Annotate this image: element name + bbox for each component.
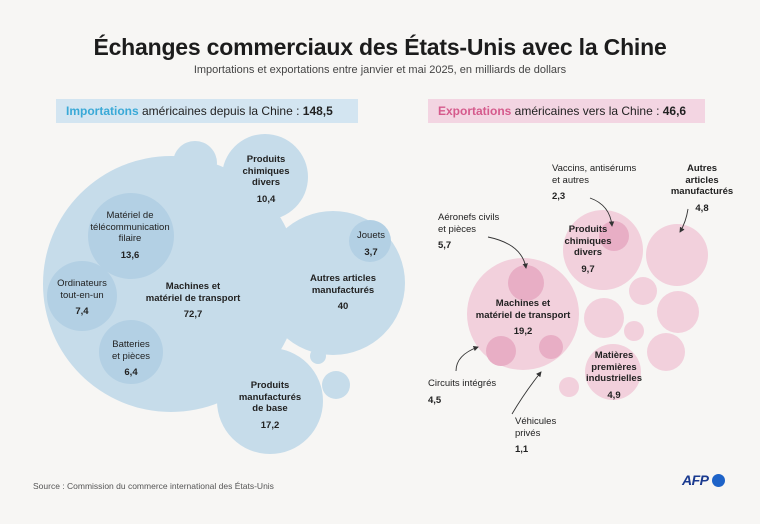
bubble-exp-small-6 (624, 321, 644, 341)
exports-header: Exportations américaines vers la Chine :… (428, 99, 705, 123)
exports-keyword: Exportations (438, 104, 512, 118)
label-imp-toys: Jouets 3,7 (357, 230, 385, 258)
bubble-imp-small-3 (211, 188, 223, 200)
bubble-exp-vacc (599, 221, 629, 251)
bubble-imp-small-2 (249, 226, 271, 248)
afp-logo-dot (712, 474, 725, 487)
bubble-imp-small-6 (310, 348, 326, 364)
bubble-exp-small-1 (584, 298, 624, 338)
chart-title: Échanges commerciaux des États-Unis avec… (93, 34, 667, 60)
bubble-imp-batteries (99, 320, 163, 384)
bubble-exp-aeronefs (508, 265, 544, 301)
bubble-exp-small-4 (629, 277, 657, 305)
bubble-imp-small-4 (322, 371, 350, 399)
bubble-exp-raw (585, 344, 641, 400)
label-imp-machines: Machines et matériel de transport 72,7 (145, 281, 241, 320)
label-imp-other: Autres articles manufacturés 40 (309, 273, 377, 312)
bubble-exp-other (646, 224, 708, 286)
label-exp-chemicals: Produits chimiques divers 9,7 (564, 224, 612, 275)
chart-subtitle: Importations et exportations entre janvi… (193, 64, 567, 76)
imports-header-text: américaines depuis la Chine : (138, 104, 303, 118)
bubble-imp-telecom (88, 193, 174, 279)
label-exp-vaccins: Vaccins, antisérums et autres 2,3 (552, 163, 637, 202)
exports-total: 46,6 (662, 104, 687, 118)
label-imp-basic: Produits manufacturés de base 17,2 (238, 380, 302, 431)
bubble-imp-small-1 (173, 141, 217, 185)
bubble-exp-vehicules (539, 335, 563, 359)
bubble-exp-small-5 (559, 377, 579, 397)
label-exp-machines: Machines et matériel de transport 19,2 (475, 298, 571, 337)
imports-total: 148,5 (302, 104, 333, 118)
label-exp-aeronefs: Aéronefs civils et pièces 5,7 (438, 212, 500, 251)
bubble-imp-basic (217, 348, 323, 454)
label-imp-computers: Ordinateurs tout-en-un 7,4 (57, 278, 107, 317)
source-note: Source : Commission du commerce internat… (33, 481, 274, 491)
label-imp-telecom: Matériel de télécommunication filaire 13,6 (90, 210, 170, 261)
label-exp-raw: Matières premières industrielles 4,9 (586, 350, 642, 401)
arrow-autres (679, 208, 689, 233)
bubble-exp-small-3 (647, 333, 685, 371)
afp-logo: AFP (682, 472, 709, 488)
bubble-imp-chemicals (222, 134, 308, 220)
label-exp-other: Autres articles manufacturés 4,8 (670, 163, 734, 214)
arrow-aeronefs (487, 236, 528, 269)
bubble-imp-toys (349, 220, 391, 262)
arrow-vaccins (589, 197, 615, 227)
label-exp-vehicules: Véhicules privés 1,1 (515, 416, 557, 455)
bubble-exp-circuits (486, 336, 516, 366)
bubble-imp-computers (47, 261, 117, 331)
label-imp-chemicals: Produits chimiques divers 10,4 (242, 154, 290, 205)
arrow-circuits (455, 346, 479, 372)
bubble-imp-small-5 (197, 389, 213, 405)
callout-arrows (455, 197, 689, 415)
imports-keyword: Importations (66, 104, 139, 118)
imports-header: Importations américaines depuis la Chine… (56, 99, 358, 123)
exports-bubbles (467, 210, 708, 400)
label-imp-batteries: Batteries et pièces 6,4 (111, 339, 151, 378)
exports-header-text: américaines vers la Chine : (511, 104, 663, 118)
bubble-exp-small-7 (592, 266, 616, 290)
label-exp-circuits: Circuits intégrés 4,5 (428, 378, 497, 406)
arrow-vehicules (511, 371, 542, 415)
imports-bubbles (43, 134, 405, 454)
bubble-exp-small-2 (657, 291, 699, 333)
